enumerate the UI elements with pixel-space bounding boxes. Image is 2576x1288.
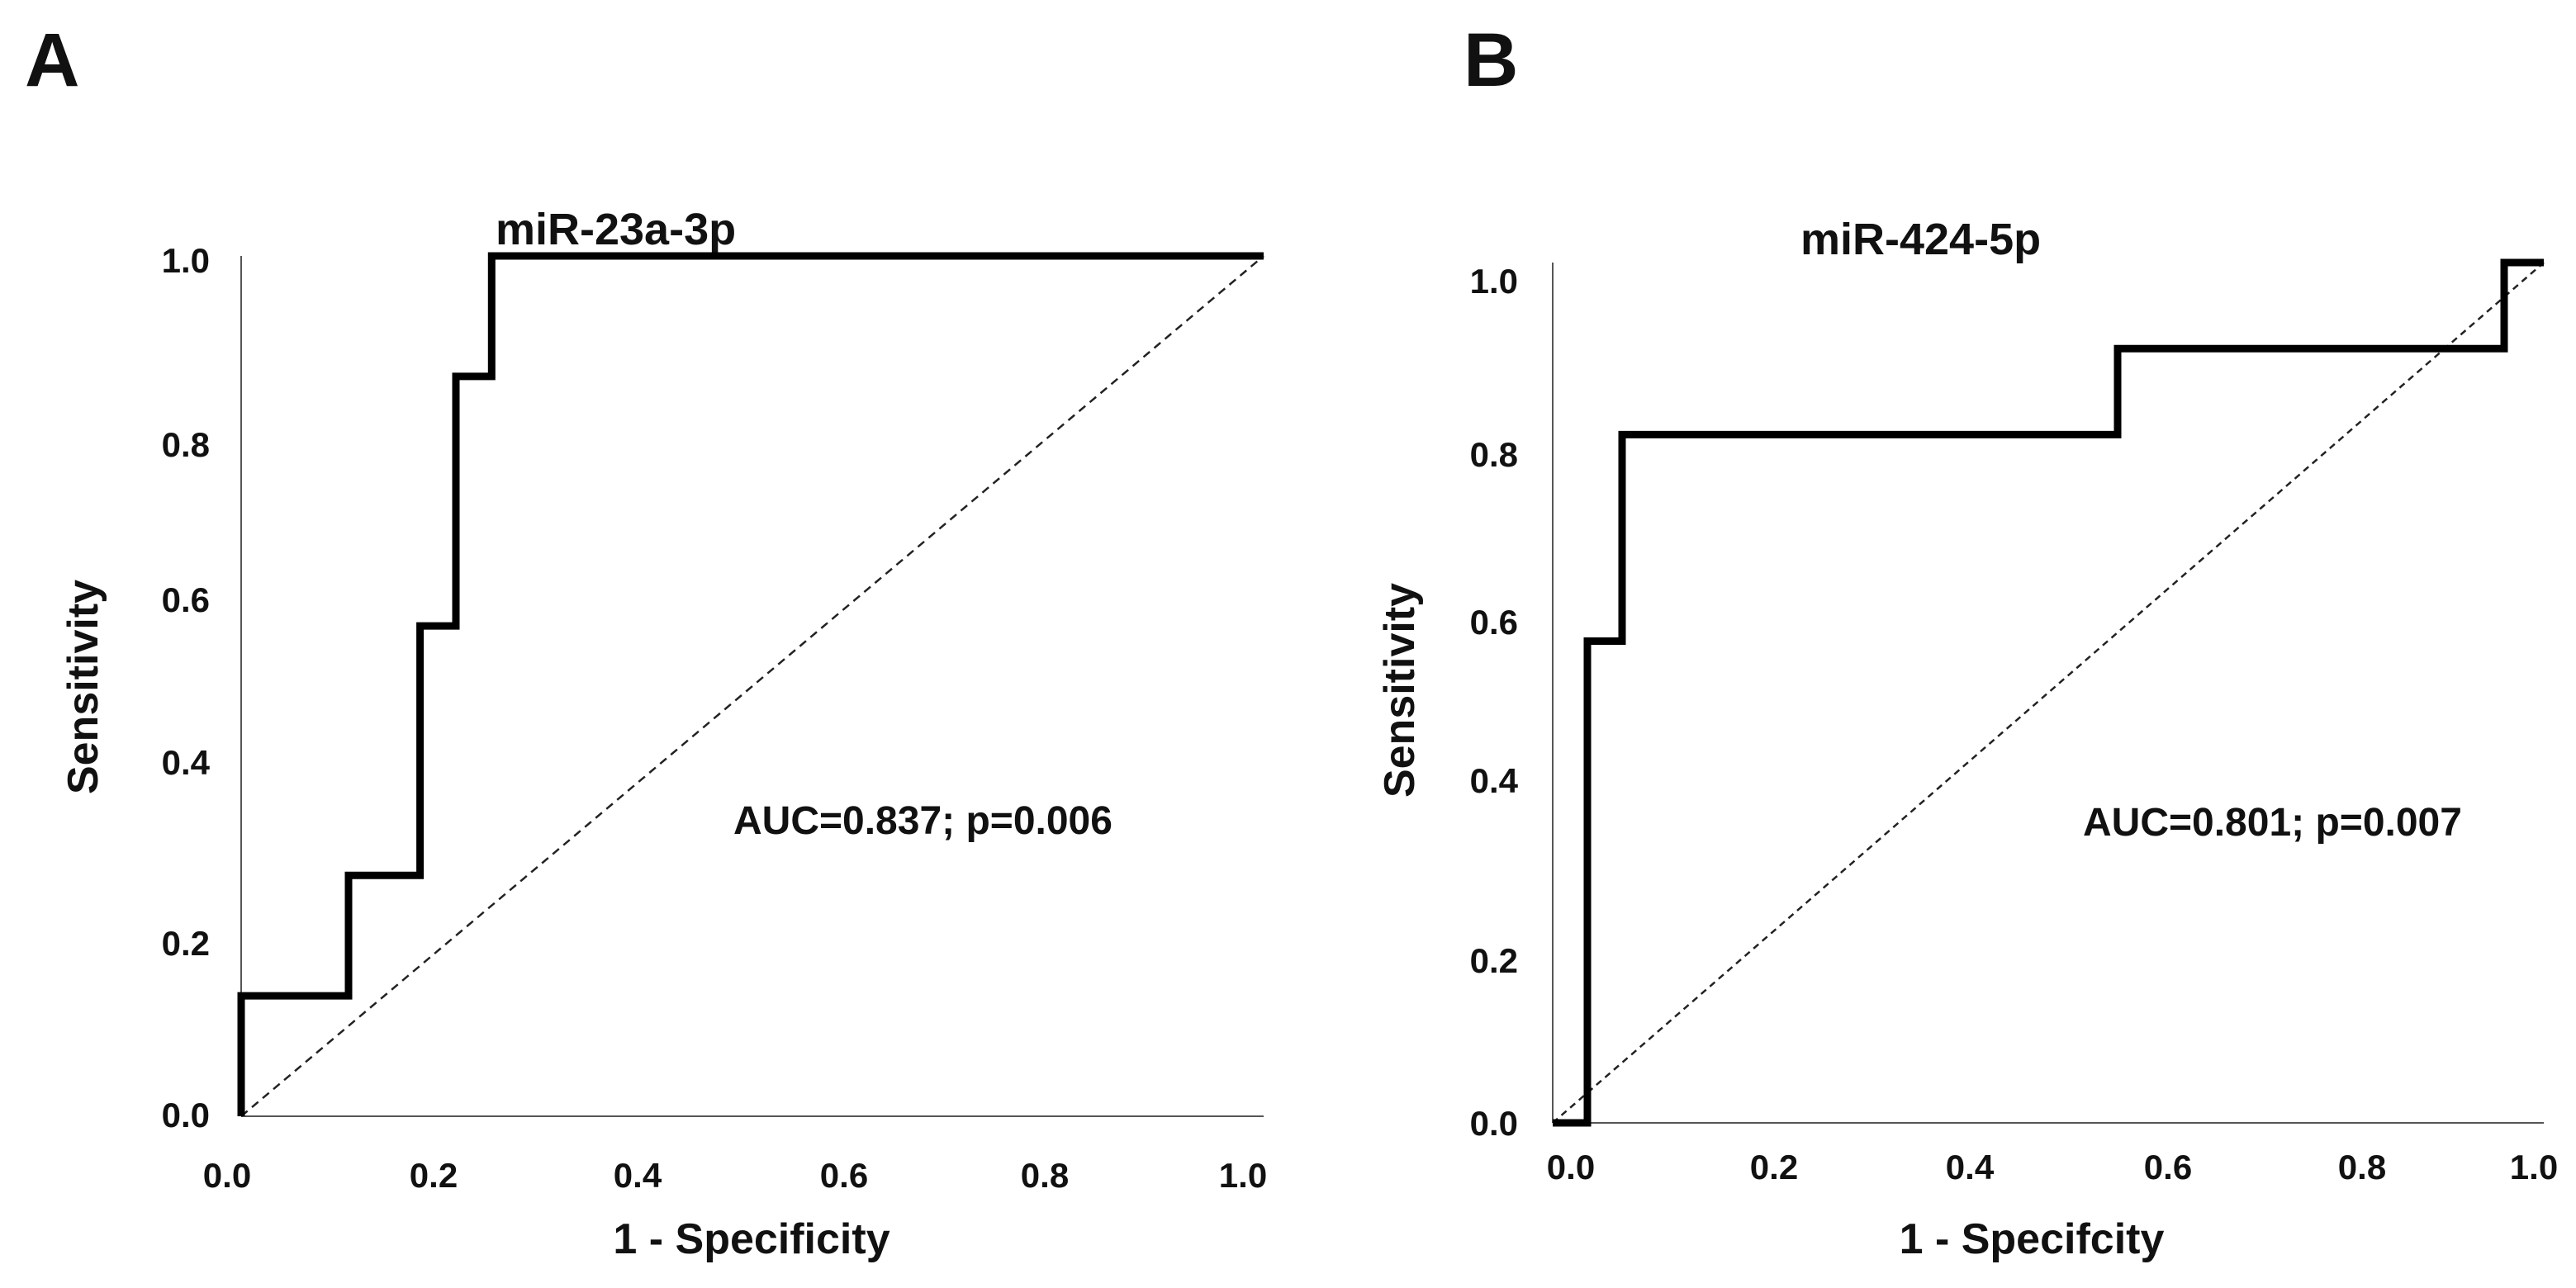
panel-a-y-tick: 0.0 (162, 1096, 210, 1134)
panel-b-x-tick: 0.4 (1946, 1148, 1995, 1186)
panel-a-x-tick: 0.0 (203, 1156, 251, 1195)
panel-b-roc-curve (1553, 258, 2544, 1127)
panel-a-x-tick: 0.8 (1021, 1156, 1069, 1195)
panel-a: A miR-23a-3p 0.0 0.2 0.4 0.6 0.8 1.0 0.0… (25, 18, 1267, 1263)
panel-b-reference-line (1552, 262, 2545, 1124)
panel-b-y-tick: 0.6 (1470, 603, 1518, 642)
panel-b-x-tick: 0.8 (2338, 1148, 2386, 1186)
panel-a-y-tick: 0.2 (162, 924, 210, 963)
panel-a-y-tick: 0.8 (162, 425, 210, 464)
panel-b-x-tick: 0.2 (1750, 1148, 1798, 1186)
panel-a-x-tick: 0.4 (614, 1156, 662, 1195)
panel-a-title: miR-23a-3p (496, 205, 736, 254)
panel-b-x-axis-title: 1 - Specifcity (1900, 1215, 2165, 1263)
panel-a-x-tick: 0.6 (820, 1156, 868, 1195)
panel-b-x-tick: 0.0 (1547, 1148, 1595, 1186)
panel-b-y-tick: 1.0 (1470, 262, 1518, 301)
panel-b-y-tick: 0.2 (1470, 941, 1518, 980)
panel-a-x-tick: 1.0 (1219, 1156, 1267, 1195)
panel-b-auc-annotation: AUC=0.801; p=0.007 (2083, 801, 2462, 845)
panel-a-y-tick: 0.4 (162, 743, 211, 782)
panel-b-label: B (1464, 18, 1518, 102)
panel-a-roc-curve (237, 252, 1264, 1116)
panel-b-y-tick: 0.8 (1470, 435, 1518, 474)
panel-a-y-tick: 1.0 (162, 241, 210, 280)
panel-a-y-axis-title: Sensitivity (59, 580, 107, 794)
panel-a-y-tick: 0.6 (162, 580, 210, 619)
panel-b-y-tick: 0.0 (1470, 1104, 1518, 1143)
panel-b-x-tick: 0.6 (2144, 1148, 2192, 1186)
panel-a-label: A (25, 18, 79, 102)
panel-a-reference-line (240, 255, 1264, 1117)
panel-b-y-tick: 0.4 (1470, 761, 1519, 800)
panel-b-title: miR-424-5p (1800, 215, 2041, 264)
panel-a-x-tick: 0.2 (410, 1156, 458, 1195)
panel-b: B miR-424-5p 0.0 0.2 0.4 0.6 0.8 1.0 0.0… (1376, 18, 2558, 1263)
panel-a-x-axis-title: 1 - Specificity (613, 1215, 890, 1263)
panel-b-y-axis-title: Sensitivity (1376, 583, 1424, 798)
panel-a-auc-annotation: AUC=0.837; p=0.006 (733, 799, 1112, 843)
panel-b-x-tick: 1.0 (2510, 1148, 2558, 1186)
